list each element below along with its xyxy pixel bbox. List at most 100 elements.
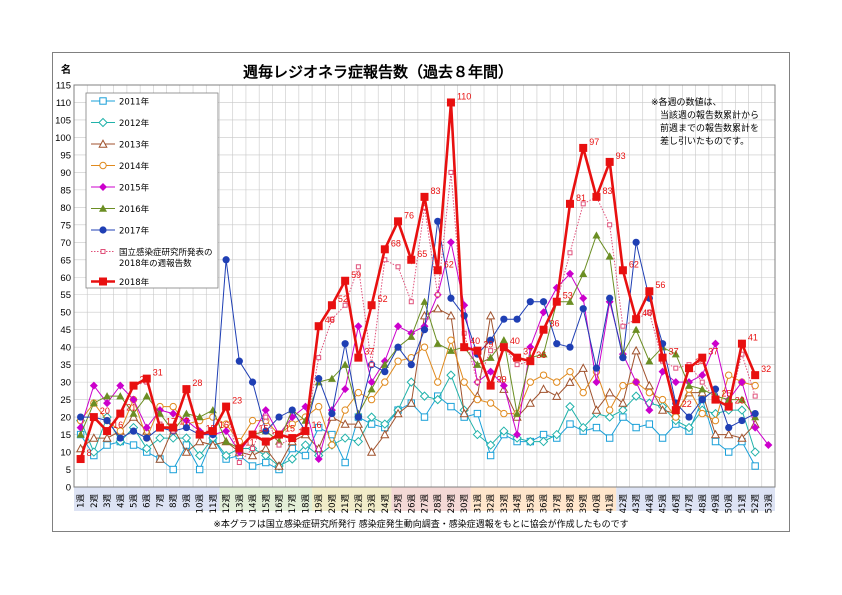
- x-axis-band: [74, 487, 220, 511]
- data-label: 52: [338, 294, 348, 304]
- x-tick-label: 46週: [672, 494, 682, 514]
- data-label: 21: [126, 403, 136, 413]
- data-label: 29: [140, 375, 150, 385]
- series-7-point: [699, 379, 705, 385]
- series-7-point: [580, 201, 586, 207]
- y-tick-label: 10: [60, 448, 71, 459]
- y-tick-label: 90: [60, 168, 71, 179]
- series-7-point: [276, 442, 282, 448]
- series-0-point: [341, 458, 349, 467]
- x-tick-label: 44週: [645, 494, 655, 514]
- series-8-point: [645, 287, 654, 296]
- data-label: 97: [589, 137, 599, 147]
- x-axis-band: [470, 487, 617, 511]
- data-label: 41: [748, 333, 758, 343]
- series-6-point: [235, 357, 243, 365]
- series-7-point: [263, 414, 269, 420]
- y-axis-unit-label: 名: [61, 63, 71, 76]
- series-4-point: [592, 378, 601, 387]
- chart-note-line: 差し引いたものです。: [660, 135, 749, 147]
- x-axis-band: [391, 487, 471, 511]
- y-tick-label: 0: [66, 483, 71, 494]
- data-label: 20: [100, 406, 110, 416]
- series-4-point: [222, 427, 231, 436]
- series-8-point: [394, 217, 403, 226]
- legend-marker: [99, 161, 107, 170]
- series-2-point: [737, 433, 747, 442]
- series-6-point: [685, 413, 693, 421]
- x-axis-band: [312, 487, 392, 511]
- series-5-point: [89, 399, 98, 407]
- series-1-point: [89, 447, 99, 457]
- series-4-point: [129, 395, 138, 404]
- series-0-point: [592, 423, 601, 432]
- x-tick-label: 22週: [354, 494, 364, 514]
- series-8-point: [129, 381, 138, 390]
- series-5-point: [539, 350, 548, 358]
- series-3-point: [619, 381, 627, 390]
- series-3-point: [553, 378, 561, 386]
- series-8-point: [618, 266, 627, 275]
- series-5-point: [565, 297, 574, 305]
- series-8-point: [235, 444, 244, 453]
- data-label: 25: [721, 389, 731, 399]
- data-label: 29: [483, 340, 493, 350]
- series-7-point: [673, 365, 679, 371]
- series-3-point: [645, 388, 654, 397]
- series-1-point: [472, 429, 483, 440]
- series-5-point: [433, 339, 442, 347]
- series-7-point: [448, 169, 454, 175]
- series-2-point: [181, 447, 192, 456]
- legionella-weekly-chart: 週毎レジオネラ症報告数（過去８年間）名051015202530354045505…: [55, 63, 776, 530]
- data-label: 8: [87, 448, 92, 458]
- series-6-point: [248, 378, 257, 386]
- series-6-point: [381, 368, 389, 376]
- series-5-point: [486, 353, 495, 361]
- series-3-point: [672, 413, 680, 421]
- series-0-point: [103, 441, 111, 449]
- series-3-point: [420, 343, 429, 351]
- x-axis-band: [219, 487, 313, 511]
- legend-marker: [99, 183, 107, 191]
- series-8-point: [632, 315, 641, 324]
- series-8-point: [407, 255, 416, 264]
- series-5-point: [407, 332, 416, 340]
- series-2-point: [155, 454, 165, 463]
- series-4-point: [314, 455, 323, 464]
- series-1-point: [406, 377, 416, 387]
- series-4-point: [698, 371, 707, 380]
- series-2-point: [261, 443, 271, 453]
- data-label: 68: [391, 238, 401, 248]
- data-label: 32: [761, 364, 771, 374]
- series-6-point: [354, 413, 362, 421]
- x-tick-label: 40週: [592, 494, 602, 514]
- series-3-point: [566, 367, 574, 376]
- series-5-point: [155, 409, 164, 417]
- series-4-point: [579, 294, 588, 303]
- data-label: 65: [417, 249, 427, 259]
- x-tick-label: 53週: [764, 494, 774, 514]
- data-label: 16: [219, 420, 229, 430]
- series-7-point: [369, 362, 375, 368]
- series-8-point: [460, 343, 469, 352]
- series-7-point: [567, 250, 573, 256]
- series-5-point: [208, 406, 217, 414]
- y-tick-label: 100: [55, 133, 71, 144]
- x-tick-label: 5週: [130, 494, 140, 508]
- x-tick-label: 7週: [156, 494, 166, 508]
- x-tick-label: 28週: [434, 494, 444, 514]
- series-7-point: [355, 264, 361, 270]
- series-7-point: [488, 348, 494, 354]
- x-tick-label: 52週: [751, 494, 761, 514]
- data-label: 28: [192, 378, 202, 388]
- series-6-point: [526, 298, 534, 306]
- legend-label: 2012年: [119, 118, 150, 129]
- data-label: 39: [497, 375, 507, 385]
- series-2-point: [393, 408, 403, 418]
- series-1-point: [142, 443, 152, 454]
- x-tick-label: 49週: [711, 494, 721, 514]
- legend: 2011年 2012年 2013年 2014年 2015年 2016年 2017年国立感染症…: [85, 92, 219, 289]
- series-8-point: [698, 353, 707, 362]
- x-tick-label: 29週: [447, 494, 457, 514]
- series-8-point: [208, 427, 217, 436]
